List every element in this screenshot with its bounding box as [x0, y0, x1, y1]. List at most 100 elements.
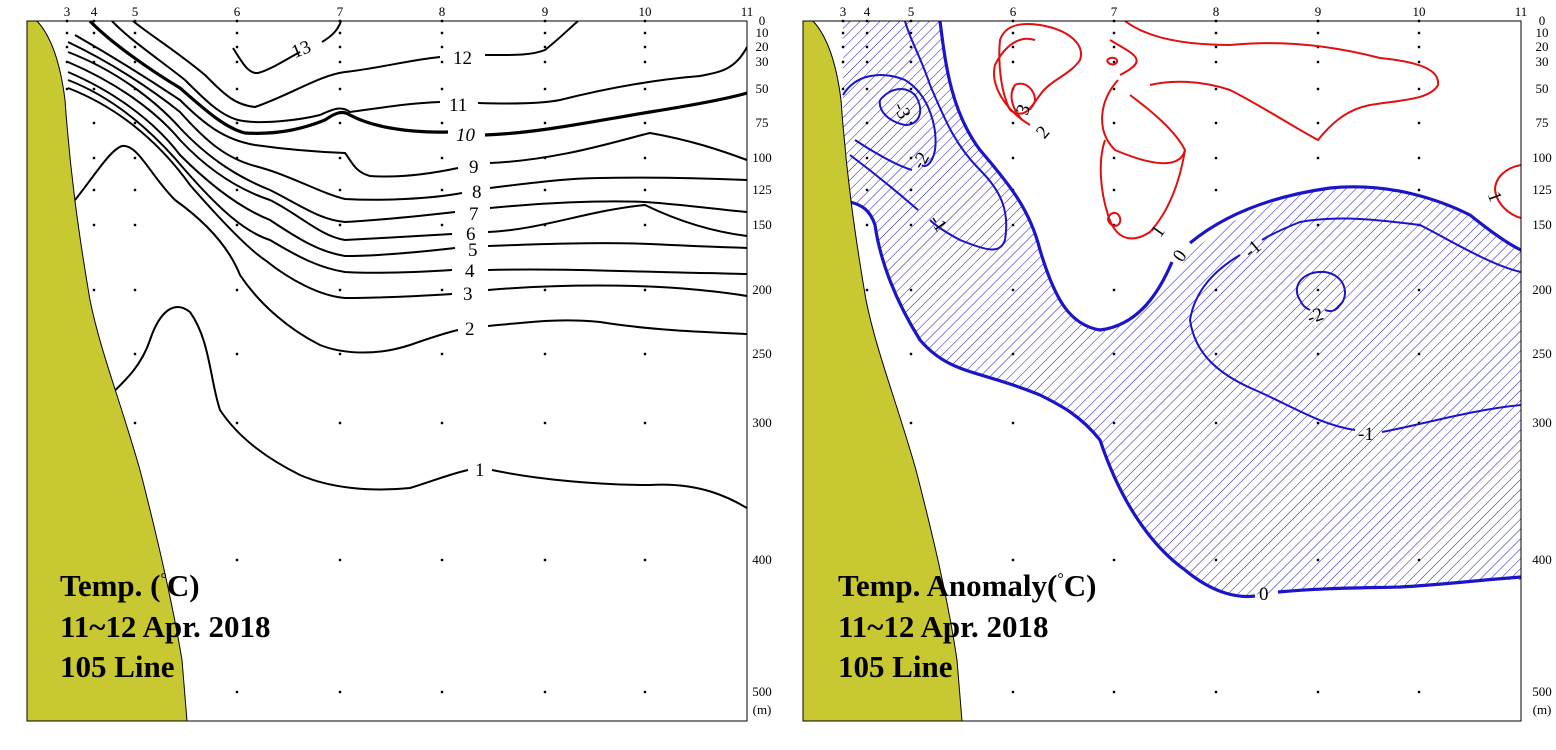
sample-dot — [1214, 87, 1218, 91]
sample-dot — [440, 31, 444, 35]
sample-dot — [543, 121, 547, 125]
contour-pos-small-2 — [1107, 212, 1122, 227]
sample-dot — [1417, 87, 1421, 91]
contour-pos1-main — [998, 21, 1440, 165]
sample-dot — [1112, 45, 1116, 49]
sample-dot — [841, 31, 845, 35]
station-label: 10 — [1413, 4, 1426, 19]
sample-dot — [133, 223, 137, 227]
depth-label: 125 — [752, 182, 772, 197]
station-label: 8 — [439, 4, 446, 19]
depth-label: 200 — [752, 282, 772, 297]
sample-dot — [1112, 352, 1116, 356]
sample-dot — [1214, 121, 1218, 125]
sample-dot — [133, 60, 137, 64]
sample-dot — [1316, 156, 1320, 160]
contour-11 — [111, 21, 747, 124]
sample-dot — [543, 45, 547, 49]
depth-label: 125 — [1532, 182, 1552, 197]
station-label: 10 — [639, 4, 652, 19]
sample-dot — [1214, 188, 1218, 192]
contour-pos1-lower — [1099, 139, 1186, 240]
sample-dot — [440, 223, 444, 227]
sample-dot — [909, 421, 913, 425]
contour-pos1-right — [1493, 164, 1521, 219]
anomaly-title-block: Temp. Anomaly(°C) 11~12 Apr. 2018 105 Li… — [838, 568, 1096, 684]
sample-dot — [543, 288, 547, 292]
temperature-contour-labels: 13 12 11 10 9 8 7 6 5 4 3 2 1 — [289, 36, 485, 481]
depth-label: 250 — [752, 346, 772, 361]
contour-neg2-coast — [842, 74, 937, 171]
sample-dot — [865, 156, 869, 160]
coastal-land — [26, 20, 188, 722]
sample-dot — [1112, 421, 1116, 425]
contour-label-10: 10 — [456, 125, 476, 146]
sample-dot — [1011, 690, 1015, 694]
depth-unit-label: (m) — [1533, 702, 1552, 717]
sample-dot — [1417, 690, 1421, 694]
station-label: 4 — [864, 4, 871, 19]
chart-line: 105 Line — [838, 649, 953, 684]
plot-frame — [802, 20, 1522, 722]
sample-dot — [235, 690, 239, 694]
sample-dot — [909, 188, 913, 192]
contour-label-9: 9 — [469, 157, 479, 178]
station-label: 9 — [542, 4, 549, 19]
sample-dot — [440, 121, 444, 125]
station-label: 5 — [908, 4, 915, 19]
contour-label-pos1: 1 — [1147, 222, 1170, 242]
chart-line: 105 Line — [60, 649, 175, 684]
sample-dot — [865, 45, 869, 49]
sample-dot — [235, 60, 239, 64]
anomaly-shading — [843, 21, 1521, 595]
sample-dot — [1316, 352, 1320, 356]
contour-neg1-coast — [849, 21, 1008, 251]
sample-dot — [543, 421, 547, 425]
sample-dot — [1011, 121, 1015, 125]
sample-dot — [1417, 188, 1421, 192]
sample-dot — [865, 288, 869, 292]
sample-dot — [1214, 558, 1218, 562]
station-axis: 3 4 5 6 7 8 9 10 11 — [64, 4, 754, 19]
sample-dot — [1316, 223, 1320, 227]
sample-dot — [338, 421, 342, 425]
contour-6 — [67, 61, 747, 242]
sample-dot — [1214, 288, 1218, 292]
station-label: 4 — [91, 4, 98, 19]
station-label: 11 — [1515, 4, 1528, 19]
contour-3 — [67, 87, 747, 300]
sample-dot — [1316, 690, 1320, 694]
depth-label: 30 — [756, 54, 769, 69]
sample-dot — [1112, 558, 1116, 562]
sample-dot — [338, 558, 342, 562]
depth-label: 75 — [1536, 115, 1549, 130]
sample-dot — [1112, 288, 1116, 292]
sample-dot — [133, 121, 137, 125]
sample-dot — [841, 87, 845, 91]
sample-dot — [865, 31, 869, 35]
contour-pos3 — [1010, 82, 1037, 121]
contour-label-4: 4 — [465, 261, 475, 282]
sample-dot — [440, 558, 444, 562]
contour-4 — [67, 79, 747, 275]
sample-dot — [65, 87, 69, 91]
sample-dot — [338, 156, 342, 160]
station-axis: 3 4 5 6 7 8 9 10 11 — [840, 4, 1528, 19]
sample-dot — [1011, 156, 1015, 160]
contour-label-2: 2 — [465, 319, 475, 340]
sample-dot — [235, 156, 239, 160]
contour-label-6: 6 — [466, 224, 476, 245]
sample-dot — [338, 31, 342, 35]
contour-label-3: 3 — [463, 284, 473, 305]
sample-dot — [133, 288, 137, 292]
contour-neg1-offshore — [1188, 217, 1521, 433]
depth-label: 10 — [1536, 25, 1549, 40]
sample-dot — [1112, 188, 1116, 192]
sample-dot — [440, 421, 444, 425]
sample-dot — [133, 421, 137, 425]
sample-dot — [1011, 421, 1015, 425]
contour-label-1: 1 — [475, 460, 485, 481]
temperature-panel: 3 4 5 6 7 8 9 10 11 0102030507510012515020025030… — [26, 4, 772, 722]
